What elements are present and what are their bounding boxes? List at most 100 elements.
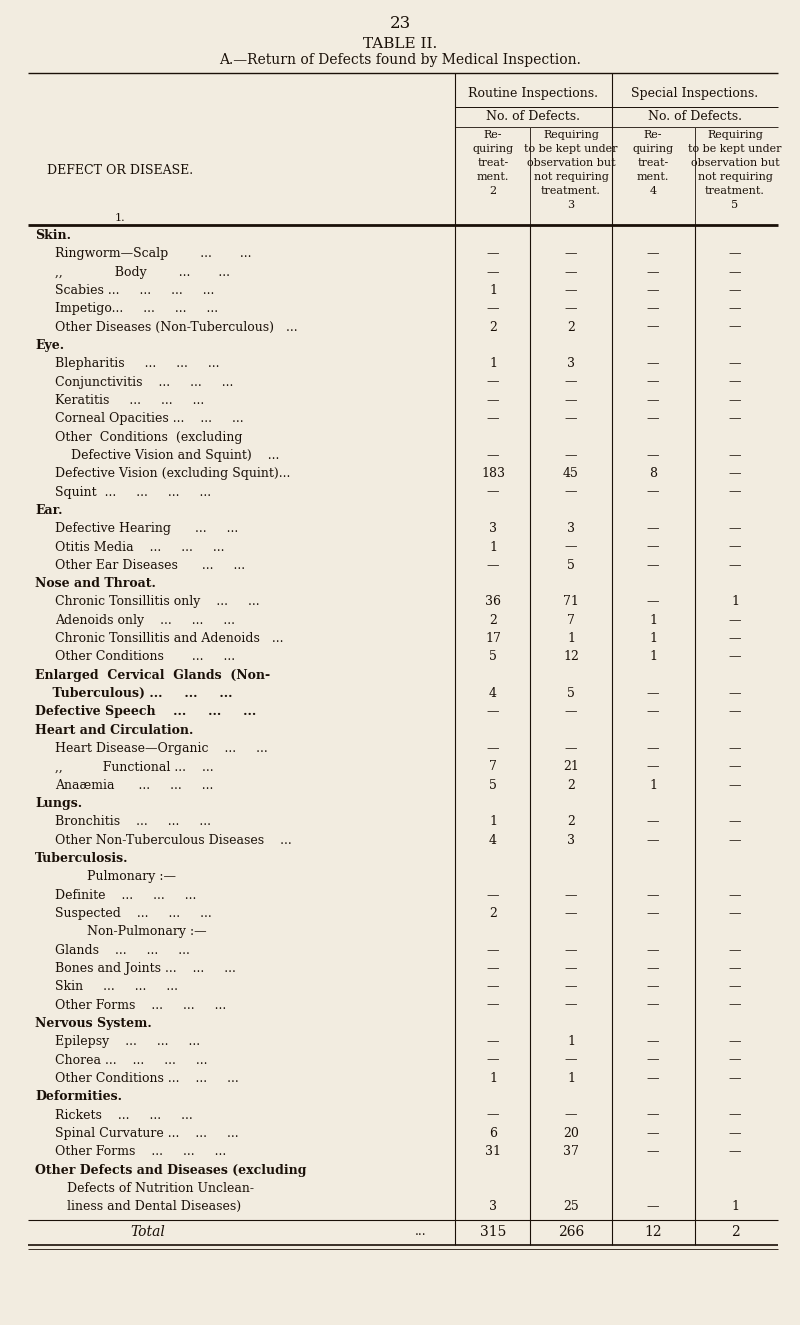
Text: —: —: [486, 943, 499, 957]
Text: —: —: [565, 248, 578, 260]
Text: —: —: [486, 1035, 499, 1048]
Text: 266: 266: [558, 1224, 584, 1239]
Text: —: —: [646, 761, 659, 774]
Text: —: —: [729, 1035, 742, 1048]
Text: —: —: [646, 1053, 659, 1067]
Text: —: —: [565, 705, 578, 718]
Text: —: —: [486, 265, 499, 278]
Text: Re-: Re-: [644, 130, 662, 140]
Text: 3: 3: [567, 358, 575, 370]
Text: 1: 1: [649, 632, 657, 645]
Text: —: —: [565, 302, 578, 315]
Text: —: —: [486, 302, 499, 315]
Text: —: —: [729, 889, 742, 902]
Text: —: —: [646, 302, 659, 315]
Text: —: —: [646, 999, 659, 1011]
Text: —: —: [565, 999, 578, 1011]
Text: TABLE II.: TABLE II.: [363, 37, 437, 50]
Text: —: —: [646, 321, 659, 334]
Text: Deformities.: Deformities.: [35, 1090, 122, 1104]
Text: —: —: [486, 889, 499, 902]
Text: ment.: ment.: [637, 172, 669, 182]
Text: —: —: [565, 742, 578, 755]
Text: —: —: [565, 962, 578, 975]
Text: —: —: [729, 1072, 742, 1085]
Text: 4: 4: [489, 833, 497, 847]
Text: —: —: [729, 815, 742, 828]
Text: —: —: [646, 485, 659, 498]
Text: —: —: [729, 375, 742, 388]
Text: liness and Dental Diseases): liness and Dental Diseases): [35, 1200, 241, 1214]
Text: Heart and Circulation.: Heart and Circulation.: [35, 723, 194, 737]
Text: 315: 315: [480, 1224, 506, 1239]
Text: —: —: [646, 265, 659, 278]
Text: Tuberculosis.: Tuberculosis.: [35, 852, 129, 865]
Text: observation but: observation but: [690, 158, 779, 168]
Text: —: —: [646, 908, 659, 920]
Text: Chorea ...    ...     ...     ...: Chorea ... ... ... ...: [55, 1053, 207, 1067]
Text: Skin     ...     ...     ...: Skin ... ... ...: [55, 980, 178, 994]
Text: 25: 25: [563, 1200, 579, 1214]
Text: —: —: [486, 412, 499, 425]
Text: 5: 5: [567, 688, 575, 700]
Text: —: —: [729, 358, 742, 370]
Text: —: —: [565, 375, 578, 388]
Text: Defects of Nutrition Unclean-: Defects of Nutrition Unclean-: [35, 1182, 254, 1195]
Text: 12: 12: [644, 1224, 662, 1239]
Text: ,,             Body        ...       ...: ,, Body ... ...: [55, 265, 230, 278]
Text: —: —: [486, 375, 499, 388]
Text: Other  Conditions  (excluding: Other Conditions (excluding: [55, 431, 242, 444]
Text: 1: 1: [489, 358, 497, 370]
Text: Other Conditions       ...     ...: Other Conditions ... ...: [55, 651, 235, 664]
Text: —: —: [729, 962, 742, 975]
Text: 7: 7: [489, 761, 497, 774]
Text: 2: 2: [489, 321, 497, 334]
Text: —: —: [486, 485, 499, 498]
Text: —: —: [646, 833, 659, 847]
Text: —: —: [646, 1145, 659, 1158]
Text: 3: 3: [567, 522, 575, 535]
Text: observation but: observation but: [526, 158, 615, 168]
Text: —: —: [565, 265, 578, 278]
Text: 1: 1: [567, 632, 575, 645]
Text: —: —: [486, 980, 499, 994]
Text: Scabies ...     ...     ...     ...: Scabies ... ... ... ...: [55, 284, 214, 297]
Text: —: —: [565, 1053, 578, 1067]
Text: —: —: [646, 559, 659, 572]
Text: 1: 1: [649, 651, 657, 664]
Text: 3: 3: [567, 833, 575, 847]
Text: Other Forms    ...     ...     ...: Other Forms ... ... ...: [55, 999, 226, 1011]
Text: 4: 4: [489, 688, 497, 700]
Text: Other Diseases (Non-Tuberculous)   ...: Other Diseases (Non-Tuberculous) ...: [55, 321, 298, 334]
Text: Corneal Opacities ...    ...     ...: Corneal Opacities ... ... ...: [55, 412, 244, 425]
Text: treat-: treat-: [638, 158, 669, 168]
Text: —: —: [486, 1109, 499, 1121]
Text: 1.: 1.: [114, 213, 126, 223]
Text: —: —: [729, 742, 742, 755]
Text: Nose and Throat.: Nose and Throat.: [35, 578, 156, 590]
Text: —: —: [646, 815, 659, 828]
Text: Definite    ...     ...     ...: Definite ... ... ...: [55, 889, 196, 902]
Text: Nervous System.: Nervous System.: [35, 1018, 152, 1030]
Text: —: —: [565, 908, 578, 920]
Text: —: —: [486, 248, 499, 260]
Text: 5: 5: [489, 651, 497, 664]
Text: Enlarged  Cervical  Glands  (Non-: Enlarged Cervical Glands (Non-: [35, 669, 270, 682]
Text: Impetigo...     ...     ...     ...: Impetigo... ... ... ...: [55, 302, 218, 315]
Text: —: —: [646, 394, 659, 407]
Text: —: —: [729, 248, 742, 260]
Text: —: —: [729, 394, 742, 407]
Text: —: —: [729, 688, 742, 700]
Text: Tuberculous) ...     ...     ...: Tuberculous) ... ... ...: [35, 688, 233, 700]
Text: Other Non-Tuberculous Diseases    ...: Other Non-Tuberculous Diseases ...: [55, 833, 292, 847]
Text: Other Conditions ...    ...     ...: Other Conditions ... ... ...: [55, 1072, 238, 1085]
Text: —: —: [729, 265, 742, 278]
Text: A.—Return of Defects found by Medical Inspection.: A.—Return of Defects found by Medical In…: [219, 53, 581, 68]
Text: —: —: [646, 284, 659, 297]
Text: —: —: [565, 485, 578, 498]
Text: —: —: [486, 705, 499, 718]
Text: —: —: [565, 889, 578, 902]
Text: 3: 3: [489, 1200, 497, 1214]
Text: treatment.: treatment.: [541, 186, 601, 196]
Text: Defective Hearing      ...     ...: Defective Hearing ... ...: [55, 522, 238, 535]
